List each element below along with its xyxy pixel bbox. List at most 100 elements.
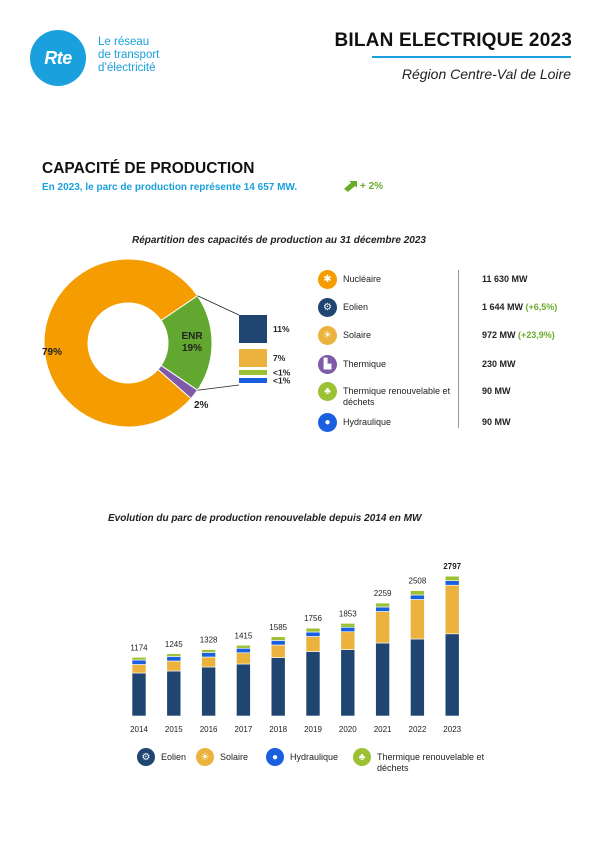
x-tick-label: 2019: [304, 725, 322, 734]
water-drop-icon: ●: [266, 748, 284, 766]
logo-tagline-line: d’électricité: [98, 62, 156, 74]
breakdown-label: <1%: [273, 376, 291, 386]
bar-legend-item: ⚙ Eolien: [137, 748, 186, 766]
legend-row: ✱ Nucléaire 11 630 MW: [318, 270, 576, 292]
x-tick-label: 2016: [200, 725, 218, 734]
bar-segment-eolien: [305, 651, 321, 717]
connector-line: [197, 295, 240, 316]
bar-segment-thermique-renouvelable: [270, 636, 286, 641]
breakdown-bar-eolien: [239, 315, 267, 343]
legend-row: ● Hydraulique 90 MW: [318, 413, 576, 435]
bar-segment-solaire: [375, 611, 390, 644]
donut-label-enr: ENR: [181, 331, 203, 342]
bar-segment-solaire: [444, 584, 460, 635]
bar-segment-thermique-renouvelable: [410, 590, 425, 596]
bar-segment-thermique-renouvelable: [444, 575, 460, 582]
legend-delta: (+6,5%): [523, 302, 558, 312]
bar-segment-solaire: [131, 664, 147, 674]
legend-value: 1 644 MW (+6,5%): [482, 302, 558, 312]
bar-legend-label: Hydraulique: [290, 752, 339, 762]
bar-segment-thermique-renouvelable: [236, 644, 251, 649]
bar-segment-hydraulique: [305, 631, 321, 637]
bar-segment-solaire: [270, 644, 286, 658]
donut-label-enr: 19%: [182, 343, 202, 354]
legend-label: Nucléaire: [343, 274, 382, 284]
bar-total-label: 2259: [374, 589, 392, 598]
bar-segment-hydraulique: [375, 606, 390, 612]
section-summary: En 2023, le parc de production représent…: [42, 182, 298, 193]
legend-row: ⚙ Eolien 1 644 MW (+6,5%): [318, 298, 576, 320]
x-tick-label: 2020: [339, 725, 357, 734]
bar-segment-solaire: [236, 652, 251, 665]
x-tick-label: 2017: [235, 725, 253, 734]
bar-segment-solaire: [305, 636, 321, 652]
bar-segment-eolien: [166, 670, 182, 717]
donut-slice-thermique: [157, 364, 199, 400]
breakdown-bar-solaire: [239, 349, 267, 367]
legend-value: 230 MW: [482, 359, 516, 369]
legend-value: 11 630 MW: [482, 274, 528, 284]
connector-line: [197, 384, 240, 391]
bar-total-label: 1585: [269, 623, 287, 632]
legend-row: ♣ Thermique renouvelable et déchets 90 MW: [318, 382, 576, 407]
breakdown-label: 7%: [273, 353, 286, 363]
bar-segment-eolien: [236, 663, 251, 717]
bar-chart-title: Evolution du parc de production renouvel…: [108, 513, 422, 524]
legend-label: Hydraulique: [343, 417, 392, 427]
legend-delta: (+23,9%): [515, 330, 555, 340]
bar-legend-label: Thermique renouvelable et déchets: [377, 752, 485, 773]
bar-segment-thermique-renouvelable: [305, 627, 321, 633]
bar-segment-solaire: [410, 599, 425, 640]
bar-segment-thermique-renouvelable: [340, 623, 356, 628]
bar-total-label: 1756: [304, 614, 322, 623]
x-tick-label: 2018: [269, 725, 287, 734]
x-tick-label: 2014: [130, 725, 148, 734]
legend-row: ▙ Thermique 230 MW: [318, 355, 576, 377]
bar-segment-eolien: [270, 657, 286, 717]
bar-segment-hydraulique: [270, 640, 286, 646]
donut-slice-nucleaire: [43, 258, 199, 428]
donut-label-thermique: 2%: [194, 400, 209, 411]
bar-segment-thermique-renouvelable: [166, 653, 182, 657]
x-tick-label: 2021: [374, 725, 392, 734]
breakdown-label: 11%: [273, 324, 290, 334]
biomass-icon: ♣: [353, 748, 371, 766]
sun-icon: ☀: [318, 326, 337, 345]
legend-label: Eolien: [343, 302, 369, 312]
title-underline: [372, 56, 571, 58]
bar-segment-thermique-renouvelable: [131, 657, 147, 661]
logo-tagline-line: Le réseau: [98, 36, 150, 48]
growth-value: + 2%: [360, 181, 384, 192]
breakdown-bar-hydraulique: [239, 378, 267, 383]
bar-segment-solaire: [166, 660, 182, 672]
x-tick-label: 2023: [443, 725, 461, 734]
x-tick-label: 2015: [165, 725, 183, 734]
legend-value: 972 MW (+23,9%): [482, 330, 555, 340]
water-drop-icon: ●: [318, 413, 337, 432]
bar-total-label: 1174: [130, 643, 148, 652]
bar-segment-eolien: [410, 638, 425, 717]
rte-logo: Rte: [30, 30, 86, 86]
bar-segment-eolien: [444, 633, 460, 717]
breakdown-bar-thermique-renouvelable: [239, 370, 267, 375]
bar-legend-label: Eolien: [161, 752, 187, 762]
bar-total-label: 2508: [409, 577, 427, 586]
bar-legend-label: Solaire: [220, 752, 249, 762]
bar-legend-item: ♣ Thermique renouvelable et déchets: [353, 748, 507, 774]
factory-icon: ▙: [318, 355, 337, 374]
bar-segment-hydraulique: [236, 647, 251, 654]
legend-row: ☀ Solaire 972 MW (+23,9%): [318, 326, 576, 348]
bar-segment-hydraulique: [166, 656, 182, 662]
donut-chart-title: Répartition des capacités de production …: [132, 235, 426, 246]
donut-label-nucleaire: 79%: [42, 347, 62, 358]
bar-segment-eolien: [375, 642, 390, 717]
legend-label: Thermique: [343, 359, 387, 369]
nuclear-icon: ✱: [318, 270, 337, 289]
section-title: CAPACITÉ DE PRODUCTION: [42, 160, 255, 177]
x-tick-label: 2022: [409, 725, 427, 734]
document-subtitle: Région Centre-Val de Loire: [401, 66, 571, 82]
bar-legend-item: ☀ Solaire: [196, 748, 248, 766]
legend-value: 90 MW: [482, 417, 511, 427]
bar-total-label: 1415: [235, 631, 253, 640]
